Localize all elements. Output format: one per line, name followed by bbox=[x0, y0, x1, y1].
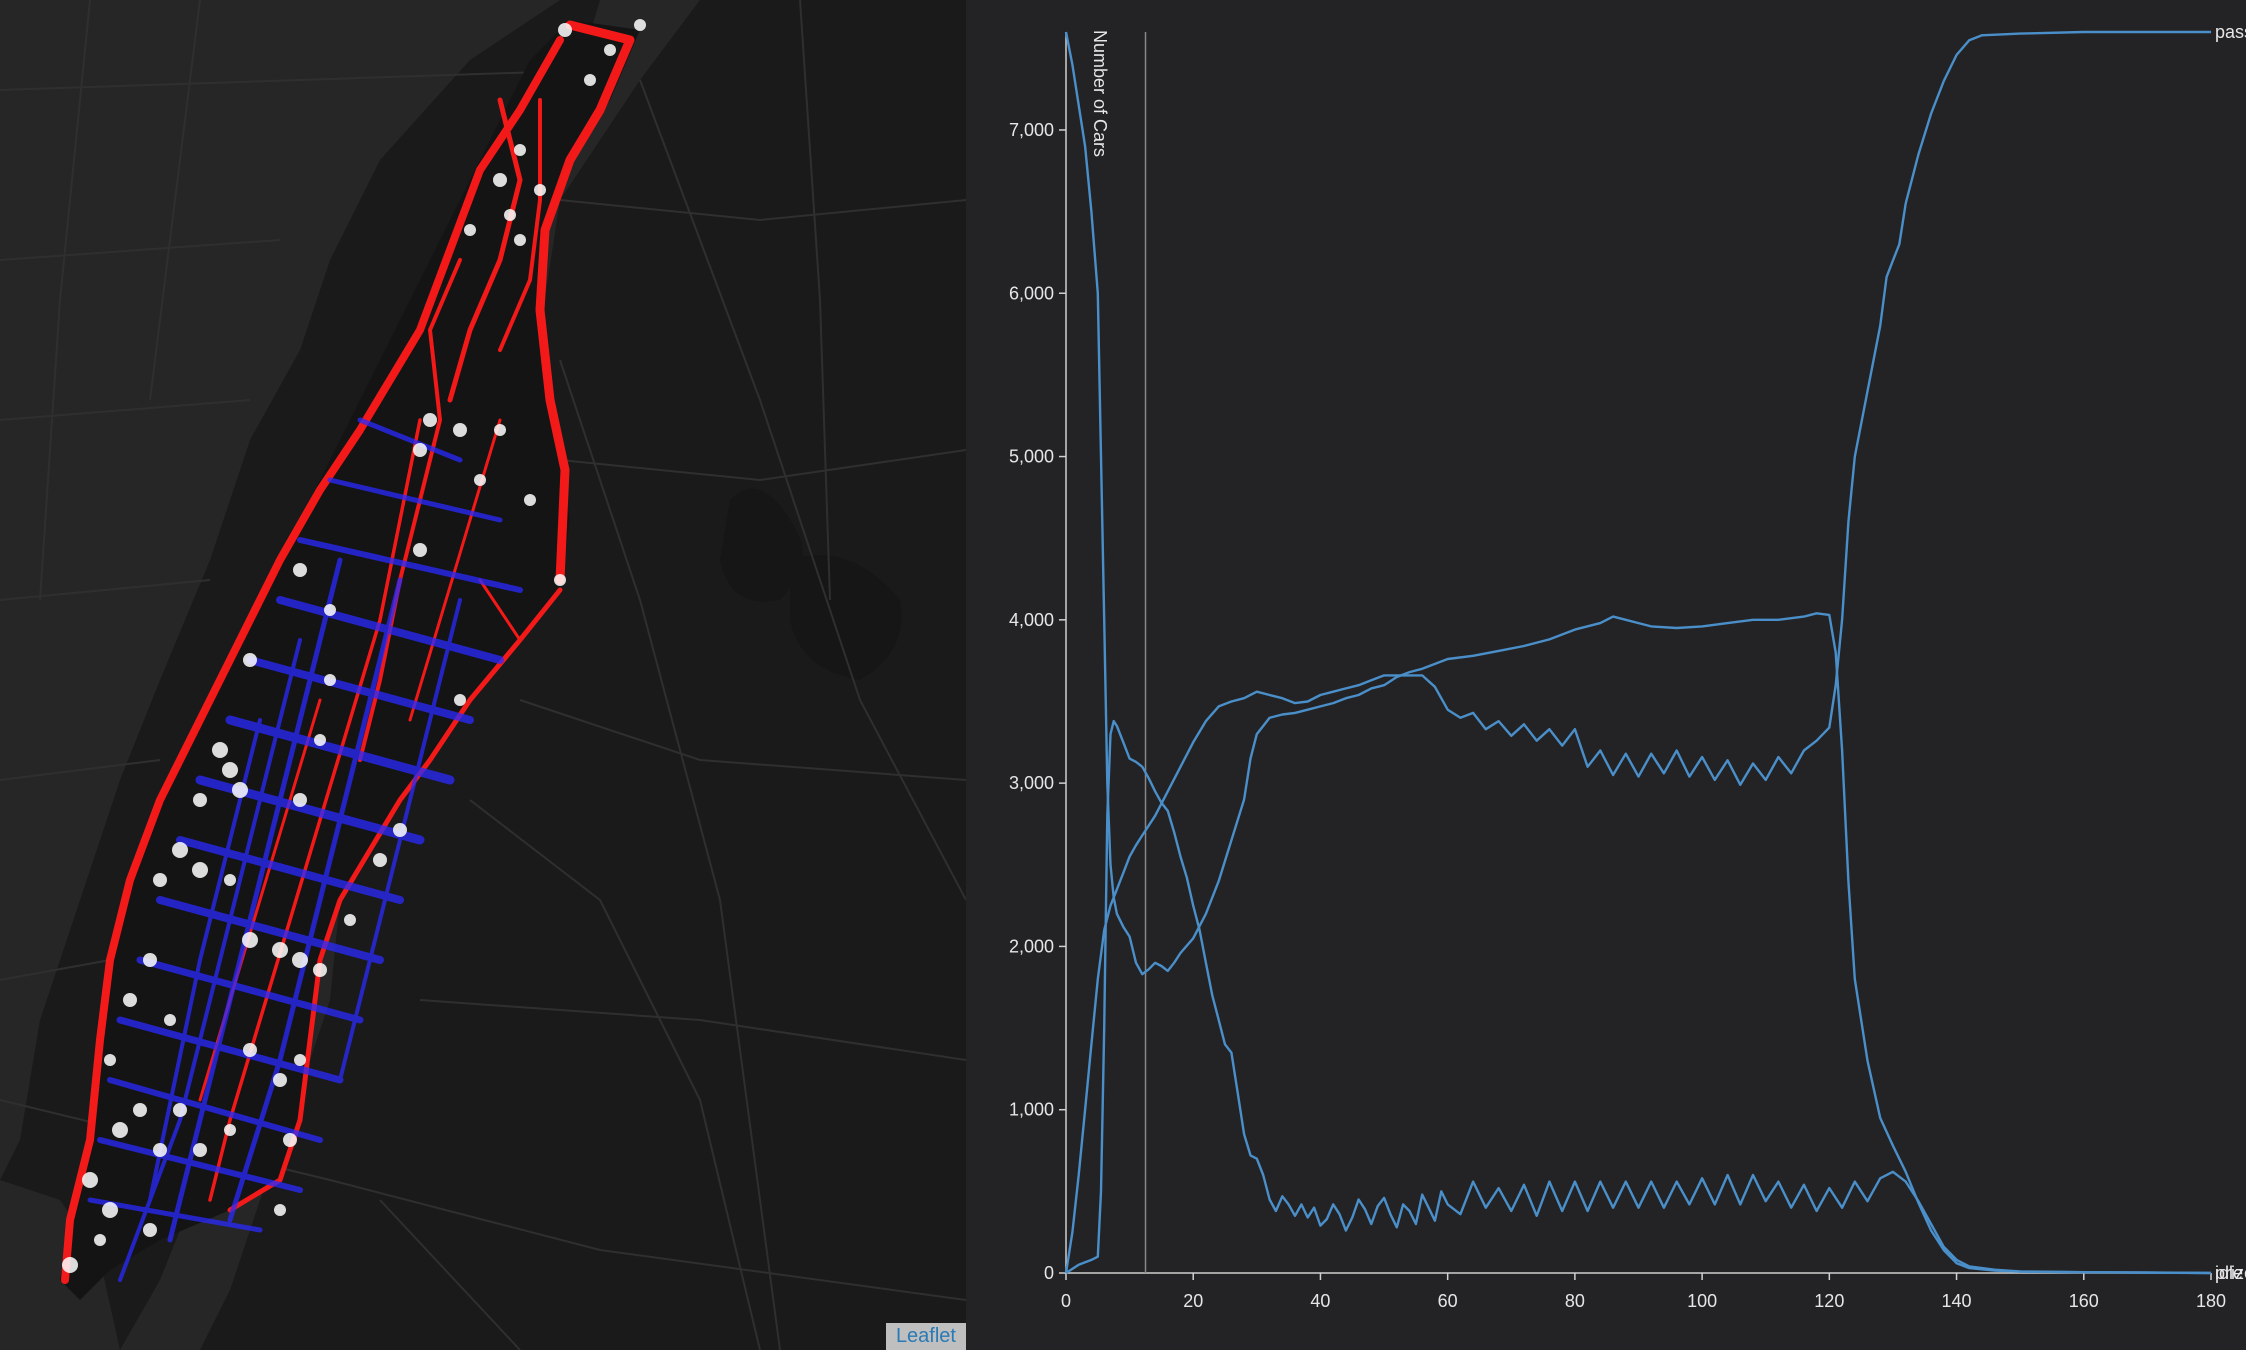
map-panel[interactable]: Leaflet bbox=[0, 0, 966, 1350]
x-tick-label: 140 bbox=[1942, 1291, 1972, 1311]
x-tick-label: 20 bbox=[1183, 1291, 1203, 1311]
map-roads bbox=[0, 0, 966, 1350]
series-end-label-pass: pass bbox=[2215, 22, 2246, 42]
series-end-label-prize: prize bbox=[2215, 1263, 2246, 1283]
x-tick-label: 40 bbox=[1310, 1291, 1330, 1311]
leaflet-attribution-link[interactable]: Leaflet bbox=[885, 1323, 966, 1350]
chart-panel: 0 1,000 2,000 3,000 4,000 5,000 6,000 7,000 0 20… bbox=[966, 0, 2246, 1350]
manhattan-trip-map[interactable] bbox=[0, 0, 966, 1350]
x-tick-label: 60 bbox=[1438, 1291, 1458, 1311]
x-tick-label: 0 bbox=[1061, 1291, 1071, 1311]
y-tick-label: 7,000 bbox=[1009, 120, 1054, 140]
cars-line-chart: 0 1,000 2,000 3,000 4,000 5,000 6,000 7,000 0 20… bbox=[1009, 22, 2246, 1311]
y-tick-label: 5,000 bbox=[1009, 447, 1054, 467]
y-tick-label: 6,000 bbox=[1009, 283, 1054, 303]
y-tick-label: 3,000 bbox=[1009, 773, 1054, 793]
series-line-prize bbox=[1065, 719, 2212, 1275]
x-tick-label: 120 bbox=[1814, 1291, 1844, 1311]
series-line-pass bbox=[1064, 30, 2211, 1274]
y-tick-label: 4,000 bbox=[1009, 610, 1054, 630]
x-tick-label: 160 bbox=[2069, 1291, 2099, 1311]
x-axis: 0 20 40 60 80 100 120 140 160 180 bbox=[1061, 1272, 2226, 1311]
y-axis: 0 1,000 2,000 3,000 4,000 5,000 6,000 7,000 bbox=[1009, 32, 1067, 1283]
series-lines bbox=[1064, 30, 2212, 1275]
x-tick-label: 100 bbox=[1687, 1291, 1717, 1311]
y-tick-label: 0 bbox=[1044, 1263, 1054, 1283]
x-tick-label: 80 bbox=[1565, 1291, 1585, 1311]
y-axis-title: Number of Cars bbox=[1090, 30, 1110, 157]
y-tick-label: 1,000 bbox=[1009, 1100, 1054, 1120]
trip-points-white bbox=[62, 19, 646, 1273]
y-tick-label: 2,000 bbox=[1009, 936, 1054, 956]
series-end-labels: idle pass prize bbox=[2215, 22, 2246, 1283]
x-tick-label: 180 bbox=[2196, 1291, 2226, 1311]
series-end-label-idle: idle bbox=[2215, 1263, 2243, 1283]
series-line-idle bbox=[1064, 31, 2212, 1275]
